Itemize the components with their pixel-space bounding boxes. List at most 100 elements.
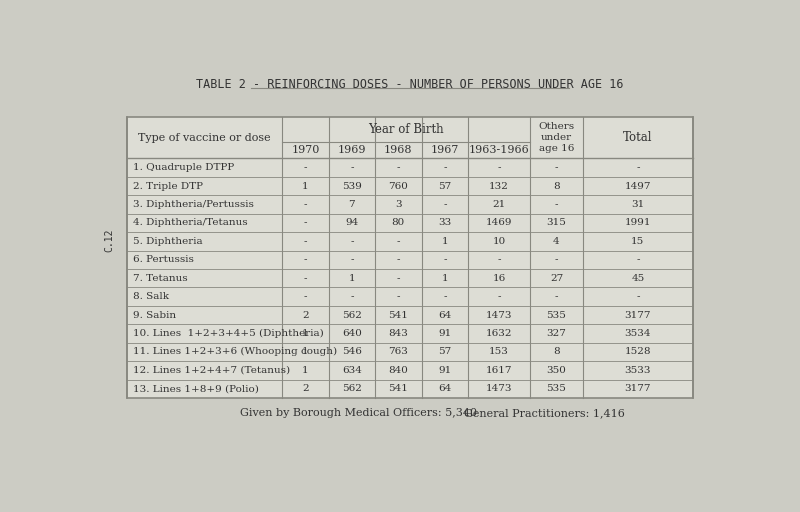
Text: 541: 541 — [389, 384, 408, 393]
Text: 2. Triple DTP: 2. Triple DTP — [134, 182, 203, 190]
Text: 1968: 1968 — [384, 145, 413, 155]
Text: 6. Pertussis: 6. Pertussis — [134, 255, 194, 264]
Text: 1991: 1991 — [625, 219, 651, 227]
Text: 640: 640 — [342, 329, 362, 338]
Text: -: - — [636, 163, 640, 172]
Text: 91: 91 — [438, 329, 451, 338]
Text: 1: 1 — [442, 237, 448, 246]
Text: 1: 1 — [349, 274, 355, 283]
Text: -: - — [350, 237, 354, 246]
Text: 2: 2 — [302, 384, 309, 393]
Text: -: - — [554, 255, 558, 264]
Text: 11. Lines 1+2+3+6 (Whooping cough): 11. Lines 1+2+3+6 (Whooping cough) — [134, 347, 338, 356]
Text: 27: 27 — [550, 274, 563, 283]
Text: 1969: 1969 — [338, 145, 366, 155]
Text: -: - — [350, 292, 354, 301]
Text: 3534: 3534 — [625, 329, 651, 338]
Text: 94: 94 — [346, 219, 358, 227]
Text: 8: 8 — [553, 182, 560, 190]
Text: -: - — [350, 163, 354, 172]
Text: -: - — [443, 163, 446, 172]
Text: 634: 634 — [342, 366, 362, 375]
Text: 315: 315 — [546, 219, 566, 227]
Text: 539: 539 — [342, 182, 362, 190]
Text: 760: 760 — [389, 182, 408, 190]
Text: 31: 31 — [631, 200, 645, 209]
Text: 45: 45 — [631, 274, 645, 283]
Text: 21: 21 — [493, 200, 506, 209]
Text: 64: 64 — [438, 384, 451, 393]
Text: 1: 1 — [302, 182, 309, 190]
Text: 12. Lines 1+2+4+7 (Tetanus): 12. Lines 1+2+4+7 (Tetanus) — [134, 366, 290, 375]
Text: 1528: 1528 — [625, 347, 651, 356]
Text: -: - — [304, 255, 307, 264]
Text: 64: 64 — [438, 311, 451, 319]
Text: -: - — [397, 274, 400, 283]
Text: 9. Sabin: 9. Sabin — [134, 311, 177, 319]
Text: 3177: 3177 — [625, 311, 651, 319]
Text: -: - — [636, 255, 640, 264]
Text: 535: 535 — [546, 311, 566, 319]
Text: 1497: 1497 — [625, 182, 651, 190]
Text: Others
under
age 16: Others under age 16 — [538, 122, 574, 153]
Text: 562: 562 — [342, 384, 362, 393]
Text: -: - — [304, 163, 307, 172]
Text: 3177: 3177 — [625, 384, 651, 393]
Text: Total: Total — [623, 131, 653, 144]
Text: 8: 8 — [553, 347, 560, 356]
Text: 7: 7 — [349, 200, 355, 209]
Text: -: - — [554, 200, 558, 209]
Text: 350: 350 — [546, 366, 566, 375]
Text: -: - — [397, 237, 400, 246]
Text: 15: 15 — [631, 237, 645, 246]
Text: -: - — [304, 292, 307, 301]
Text: -: - — [350, 255, 354, 264]
Text: 57: 57 — [438, 182, 451, 190]
Text: -: - — [443, 200, 446, 209]
Text: 5. Diphtheria: 5. Diphtheria — [134, 237, 203, 246]
Text: Given by Borough Medical Officers: 5,340: Given by Borough Medical Officers: 5,340 — [239, 409, 477, 418]
Text: -: - — [397, 163, 400, 172]
Text: 16: 16 — [493, 274, 506, 283]
Text: -: - — [554, 292, 558, 301]
Text: 535: 535 — [546, 384, 566, 393]
Text: 153: 153 — [489, 347, 509, 356]
Text: 1617: 1617 — [486, 366, 512, 375]
Text: 33: 33 — [438, 219, 451, 227]
Text: 1970: 1970 — [291, 145, 319, 155]
Text: 1: 1 — [302, 347, 309, 356]
Text: -: - — [498, 292, 501, 301]
Text: General Practitioners: 1,416: General Practitioners: 1,416 — [464, 409, 625, 418]
Text: -: - — [498, 255, 501, 264]
Text: 80: 80 — [392, 219, 405, 227]
Text: 763: 763 — [389, 347, 408, 356]
Text: -: - — [554, 163, 558, 172]
Text: 541: 541 — [389, 311, 408, 319]
Text: 10. Lines  1+2+3+4+5 (Diphtheria): 10. Lines 1+2+3+4+5 (Diphtheria) — [134, 329, 324, 338]
Text: 327: 327 — [546, 329, 566, 338]
Text: 1963-1966: 1963-1966 — [469, 145, 530, 155]
Text: -: - — [636, 292, 640, 301]
Text: 840: 840 — [389, 366, 408, 375]
Text: 1632: 1632 — [486, 329, 512, 338]
Text: Year of Birth: Year of Birth — [368, 123, 444, 136]
Text: -: - — [397, 255, 400, 264]
Text: 4: 4 — [553, 237, 560, 246]
Text: 843: 843 — [389, 329, 408, 338]
Text: 562: 562 — [342, 311, 362, 319]
Text: -: - — [304, 237, 307, 246]
Text: C.12: C.12 — [104, 228, 114, 252]
Text: 7. Tetanus: 7. Tetanus — [134, 274, 188, 283]
Text: 3: 3 — [395, 200, 402, 209]
Text: 91: 91 — [438, 366, 451, 375]
Text: 2: 2 — [302, 311, 309, 319]
Text: -: - — [304, 219, 307, 227]
Text: 8. Salk: 8. Salk — [134, 292, 170, 301]
Bar — [127, 117, 693, 398]
Text: 10: 10 — [493, 237, 506, 246]
Text: 4. Diphtheria/Tetanus: 4. Diphtheria/Tetanus — [134, 219, 248, 227]
Text: -: - — [443, 255, 446, 264]
Text: 546: 546 — [342, 347, 362, 356]
Text: 1469: 1469 — [486, 219, 512, 227]
Text: 3533: 3533 — [625, 366, 651, 375]
